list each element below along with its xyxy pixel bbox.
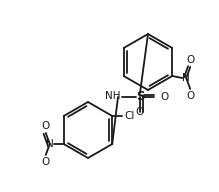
Text: S: S: [136, 90, 144, 103]
Text: O: O: [160, 92, 168, 102]
Text: O: O: [42, 121, 50, 131]
Text: O: O: [136, 107, 144, 117]
Text: N: N: [182, 73, 190, 83]
Text: NH: NH: [105, 91, 121, 101]
Text: O: O: [186, 91, 194, 101]
Text: N: N: [46, 139, 54, 149]
Text: Cl: Cl: [124, 111, 135, 121]
Text: O: O: [42, 157, 50, 167]
Text: O: O: [186, 55, 194, 65]
